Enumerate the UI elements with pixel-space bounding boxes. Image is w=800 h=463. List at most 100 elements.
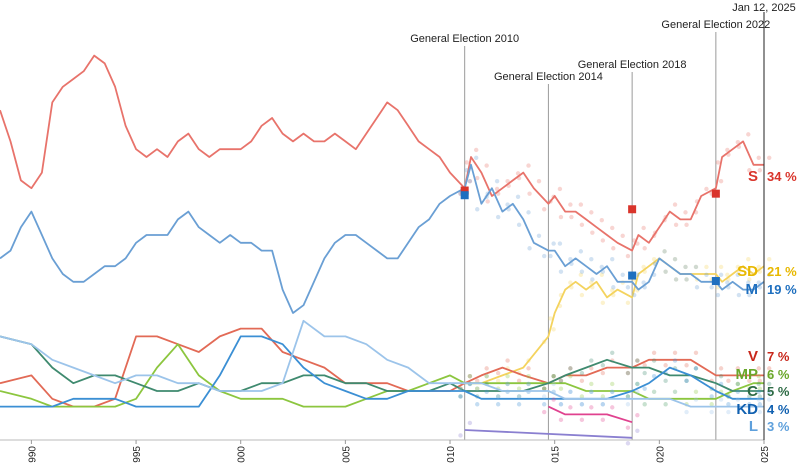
poll-dot: [673, 277, 679, 282]
poll-dot: [475, 386, 480, 391]
poll-dot: [589, 366, 594, 371]
poll-dot: [672, 256, 678, 262]
poll-dot: [642, 402, 647, 407]
poll-dot: [579, 378, 585, 384]
poll-dot: [610, 288, 615, 293]
poll-dot: [568, 405, 573, 410]
poll-dot: [632, 292, 637, 298]
series-line: [548, 405, 633, 424]
poll-dot: [505, 358, 510, 363]
poll-dot: [756, 280, 761, 285]
poll-dot: [684, 277, 689, 282]
series-line: [0, 335, 764, 408]
election-markers: [460, 186, 720, 286]
series-name-label: V: [748, 348, 758, 365]
poll-dot: [747, 277, 752, 282]
series-v: [0, 327, 772, 408]
poll-dot: [635, 272, 640, 277]
poll-dot: [610, 389, 615, 394]
poll-dot: [475, 386, 480, 391]
poll-dot: [684, 363, 689, 368]
poll-dot: [494, 178, 500, 184]
poll-dot: [548, 253, 553, 259]
poll-dot: [747, 378, 752, 384]
poll-dot: [684, 409, 689, 415]
poll-dot: [746, 280, 751, 285]
poll-dot: [600, 402, 606, 407]
poll-dot: [642, 370, 647, 376]
series-value-label: 4 %: [767, 402, 790, 417]
poll-dot: [568, 280, 573, 285]
poll-dot: [484, 373, 489, 379]
poll-dot: [458, 433, 463, 438]
poll-dot: [625, 425, 631, 430]
poll-dot: [663, 402, 668, 407]
poll-dot: [718, 381, 724, 387]
poll-dot: [693, 389, 699, 394]
poll-dot: [684, 277, 689, 282]
poll-dot: [683, 210, 688, 215]
poll-dot: [467, 178, 473, 184]
series-name-label: SD: [737, 263, 758, 280]
poll-dot: [693, 366, 699, 371]
poll-dot: [663, 402, 668, 407]
poll-dot: [600, 363, 606, 368]
poll-dot: [467, 373, 473, 379]
poll-dot: [718, 178, 724, 184]
poll-dot: [579, 394, 585, 399]
poll-dot: [735, 381, 741, 387]
poll-dot: [464, 168, 469, 173]
series-value-label: 19 %: [767, 282, 797, 297]
series-value-label: 5 %: [767, 384, 790, 399]
poll-dot: [467, 373, 473, 379]
poll-dot: [526, 163, 531, 168]
poll-dot: [709, 394, 714, 399]
poll-dot: [568, 366, 573, 371]
end-labels: S 34 % SD 21 % M 19 % V 7 % MP 6 % C 5 % KD 4 % L 3 %: [736, 168, 798, 435]
poll-dot: [756, 381, 761, 387]
x-tick-label: 2015: [551, 446, 562, 463]
series-value-label: 34 %: [767, 169, 797, 184]
series-name-label: KD: [736, 401, 758, 418]
poll-dot: [526, 381, 531, 387]
election-label: General Election 2018: [578, 59, 687, 71]
as-of-date: Jan 12, 2025: [732, 2, 796, 14]
election-result-marker: [711, 189, 720, 198]
poll-dot: [726, 402, 731, 407]
poll-dot: [662, 249, 667, 254]
poll-dot: [516, 386, 522, 391]
poll-dot: [589, 405, 594, 410]
poll-dot: [672, 202, 678, 207]
x-tick-label: 2025: [760, 446, 771, 463]
poll-dot: [635, 381, 640, 387]
poll-dot: [625, 394, 631, 399]
poll-dot: [718, 373, 724, 379]
series-l: [0, 319, 772, 415]
poll-dot: [505, 202, 510, 207]
poll-dot: [558, 386, 564, 391]
poll-dot: [600, 402, 606, 407]
poll-dot: [578, 249, 584, 254]
poll-dot: [625, 253, 631, 259]
poll-dot: [589, 358, 594, 363]
poll-dot: [589, 280, 594, 285]
series-value-label: 6 %: [767, 367, 790, 382]
poll-dot: [767, 373, 772, 379]
poll-dot: [568, 389, 573, 394]
poll-dot: [551, 397, 556, 402]
poll-dot: [589, 210, 594, 215]
poll-dot: [599, 217, 604, 223]
series-value-label: 7 %: [767, 349, 790, 364]
poll-dot: [579, 292, 585, 298]
series-value-label: 3 %: [767, 419, 790, 434]
poll-dot: [610, 405, 615, 410]
poll-dot: [756, 373, 761, 379]
series-line: [0, 54, 764, 252]
poll-dot: [672, 358, 678, 363]
x-tick-label: 1995: [132, 446, 143, 463]
election-label: General Election 2014: [494, 71, 603, 83]
poll-dot: [579, 417, 585, 423]
poll-dot: [551, 241, 556, 246]
poll-dot: [747, 409, 752, 415]
poll-dot: [767, 256, 772, 262]
